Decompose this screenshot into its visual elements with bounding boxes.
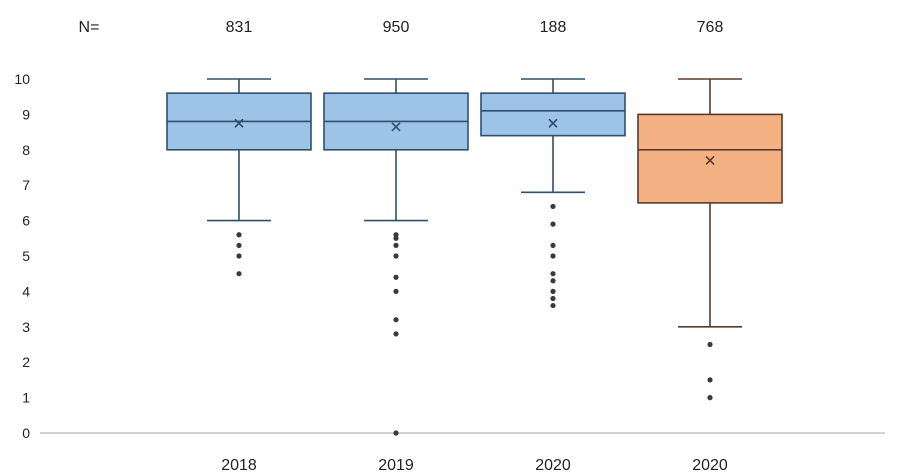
outlier-point xyxy=(550,295,556,302)
x-axis-labels: 2018 2019 2020 2020 xyxy=(221,457,728,474)
x-category-label: 2019 xyxy=(378,457,414,474)
mean-marker xyxy=(705,155,715,165)
y-tick-label: 6 xyxy=(22,213,30,229)
outlier-point xyxy=(393,331,399,337)
y-tick-label: 5 xyxy=(22,248,30,264)
outlier-point xyxy=(393,430,399,436)
x-category-label: 2020 xyxy=(535,457,571,474)
iqr-box xyxy=(637,113,783,204)
outlier-point xyxy=(707,395,713,401)
outlier-point xyxy=(707,377,713,383)
outlier-point xyxy=(393,253,399,259)
iqr-box xyxy=(480,92,626,137)
n-labels: 831 950 188 768 xyxy=(226,19,724,36)
outlier-point xyxy=(550,253,556,259)
outlier-point xyxy=(236,271,242,277)
box-group xyxy=(480,78,626,309)
boxes xyxy=(166,78,783,436)
outlier-point xyxy=(550,203,556,210)
mean-marker xyxy=(548,118,558,128)
x-category-label: 2018 xyxy=(221,457,257,474)
n-prefix-label: N= xyxy=(79,19,100,36)
outlier-point xyxy=(393,242,399,248)
outlier-point xyxy=(393,235,399,241)
y-tick-label: 2 xyxy=(22,354,30,370)
y-axis: 0 1 2 3 4 5 6 7 8 9 10 xyxy=(14,71,30,441)
n-count-label: 768 xyxy=(697,19,724,36)
y-tick-label: 0 xyxy=(22,425,30,441)
outlier-point xyxy=(393,274,399,280)
n-count-label: 950 xyxy=(383,19,410,36)
y-tick-label: 9 xyxy=(22,106,30,122)
y-tick-label: 4 xyxy=(22,283,30,299)
outlier-point xyxy=(550,302,556,309)
outlier-point xyxy=(236,242,242,248)
mean-marker xyxy=(391,122,401,132)
outlier-point xyxy=(236,232,242,238)
x-category-label: 2020 xyxy=(692,457,728,474)
outlier-point xyxy=(236,253,242,259)
box-group xyxy=(637,78,783,401)
outlier-point xyxy=(550,278,556,284)
outlier-point xyxy=(707,341,713,348)
y-tick-label: 8 xyxy=(22,142,30,158)
n-count-label: 188 xyxy=(540,19,567,36)
box-group xyxy=(166,78,312,277)
outlier-point xyxy=(550,242,556,248)
y-tick-label: 1 xyxy=(22,390,30,406)
mean-marker xyxy=(234,118,244,128)
outlier-point xyxy=(550,271,556,277)
y-tick-label: 3 xyxy=(22,319,30,335)
box-group xyxy=(323,78,469,436)
y-tick-label: 7 xyxy=(22,177,30,193)
outlier-point xyxy=(393,288,399,294)
y-tick-label: 10 xyxy=(14,71,30,87)
outlier-point xyxy=(550,221,556,227)
outlier-point xyxy=(550,288,556,294)
outlier-point xyxy=(393,317,399,323)
n-count-label: 831 xyxy=(226,19,253,36)
